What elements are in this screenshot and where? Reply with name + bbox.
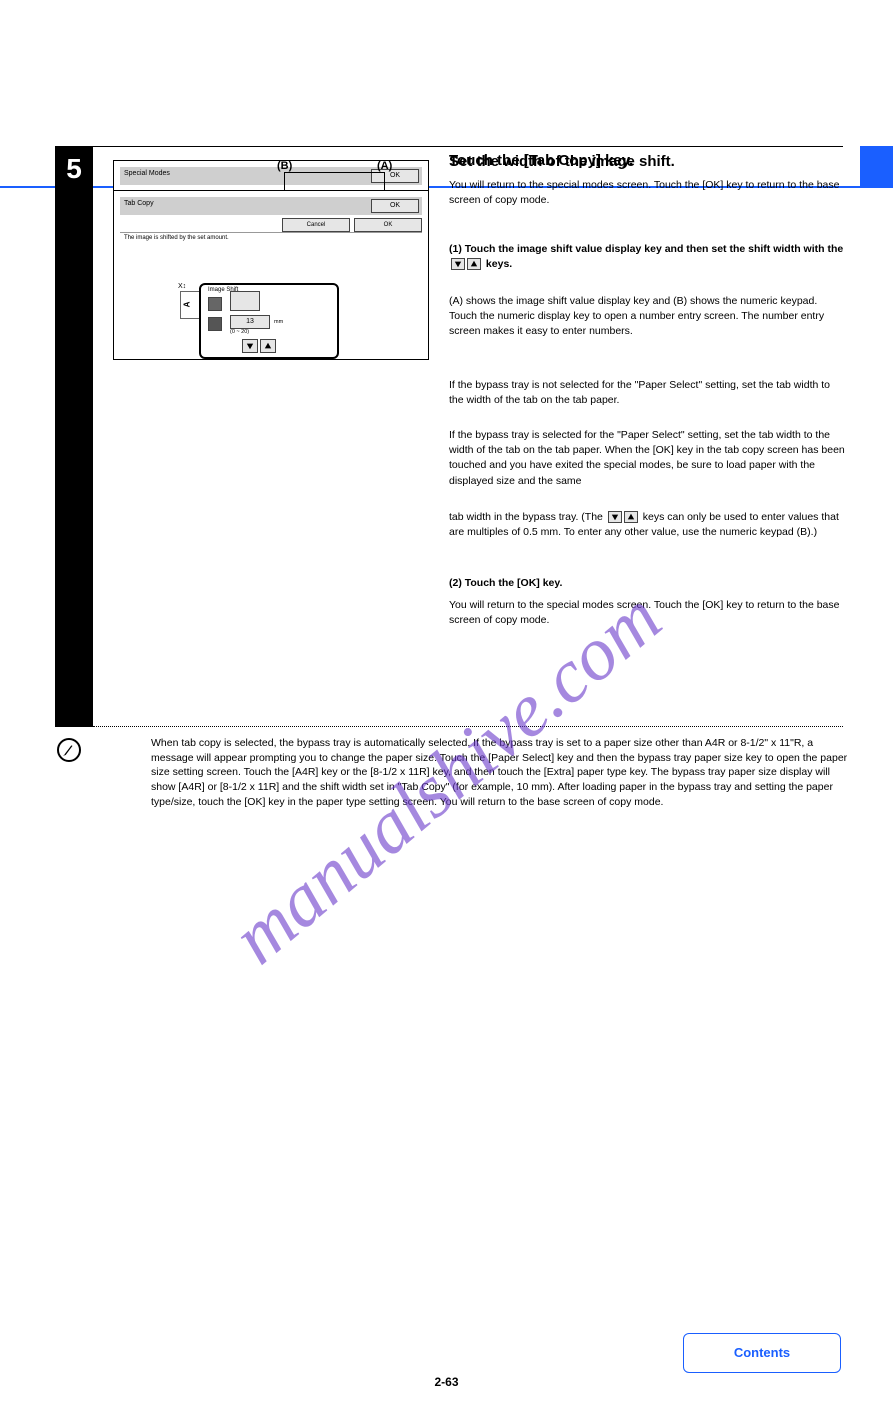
shift-value-display[interactable]: 13 — [230, 315, 270, 329]
step-5-para-1e: If the bypass tray is selected for the "… — [449, 428, 845, 489]
up-arrow-icon — [467, 258, 481, 270]
p1-tail: keys. — [486, 258, 512, 270]
down-arrow-icon — [451, 258, 465, 270]
shift-arrows — [242, 339, 276, 353]
step-5-heading: Set the width of the image shift. — [449, 152, 845, 172]
page-number: 2-63 — [434, 1375, 458, 1389]
step-5-p2-heading: (2) Touch the [OK] key. — [449, 576, 845, 591]
tab-row: Cancel OK — [120, 219, 422, 233]
step-5-number: 5 — [55, 147, 93, 727]
panel-subtitle: The image is shifted by the set amount. — [124, 235, 229, 241]
note-icon — [57, 738, 81, 762]
inline-arrows-2 — [608, 511, 638, 523]
inline-arrows-1 — [451, 258, 481, 270]
callout-b: (B) — [277, 160, 292, 172]
step-5-para-1d: If the bypass tray is not selected for t… — [449, 378, 845, 408]
divider — [55, 146, 843, 147]
p1-lead: (1) Touch the image shift value display … — [449, 243, 843, 255]
callout-line — [284, 172, 384, 173]
note-divider — [93, 726, 843, 727]
panel-title: Tab Copy — [124, 200, 154, 207]
unit-label: mm — [274, 319, 283, 325]
p1f-lead: tab width in the bypass tray. (The — [449, 511, 606, 523]
step-5-para-1: (1) Touch the image shift value display … — [449, 242, 845, 272]
range-label: (0 ~ 20) — [230, 329, 249, 335]
step-5-para-1f: tab width in the bypass tray. (The keys … — [449, 510, 845, 540]
down-arrow-button[interactable] — [242, 339, 258, 353]
ok-button-2[interactable]: OK — [354, 218, 422, 232]
step-5-p2-body: You will return to the special modes scr… — [449, 598, 845, 628]
dimension-x-icon: X↕ — [178, 283, 186, 290]
up-arrow-button[interactable] — [260, 339, 276, 353]
swatch-icon — [208, 297, 222, 311]
cancel-button[interactable]: Cancel — [282, 218, 350, 232]
contents-button[interactable]: Contents — [683, 1333, 841, 1373]
step-5-para-1c: (A) shows the image shift value display … — [449, 294, 845, 340]
down-arrow-icon — [608, 511, 622, 523]
document-letter: A — [182, 302, 191, 308]
ok-button[interactable]: OK — [371, 199, 419, 213]
document-icon: A — [180, 291, 200, 319]
panel-title-bar: Tab Copy OK — [120, 197, 422, 215]
up-arrow-icon — [624, 511, 638, 523]
callout-a: (A) — [377, 160, 392, 172]
swatch2-icon — [208, 317, 222, 331]
header-tab — [860, 146, 893, 188]
tab-copy-panel: Tab Copy OK Cancel OK The image is shift… — [113, 190, 429, 360]
step-5-section: 5 Tab Copy OK Cancel OK The image is shi… — [55, 146, 843, 766]
note-text: When tab copy is selected, the bypass tr… — [151, 736, 851, 809]
preview-box — [230, 291, 260, 311]
